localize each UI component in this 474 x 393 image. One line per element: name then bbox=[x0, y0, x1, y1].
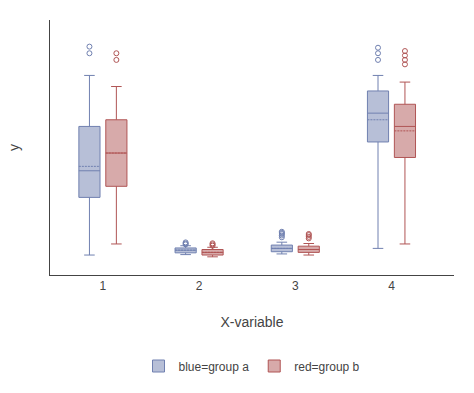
svg-text:X-variable: X-variable bbox=[220, 314, 283, 330]
svg-text:1: 1 bbox=[100, 279, 107, 293]
svg-text:2: 2 bbox=[196, 279, 203, 293]
svg-text:blue=group a: blue=group a bbox=[179, 360, 250, 374]
svg-text:3: 3 bbox=[292, 279, 299, 293]
svg-text:red=group b: red=group b bbox=[294, 360, 359, 374]
svg-text:y: y bbox=[6, 144, 22, 151]
svg-text:4: 4 bbox=[388, 279, 395, 293]
